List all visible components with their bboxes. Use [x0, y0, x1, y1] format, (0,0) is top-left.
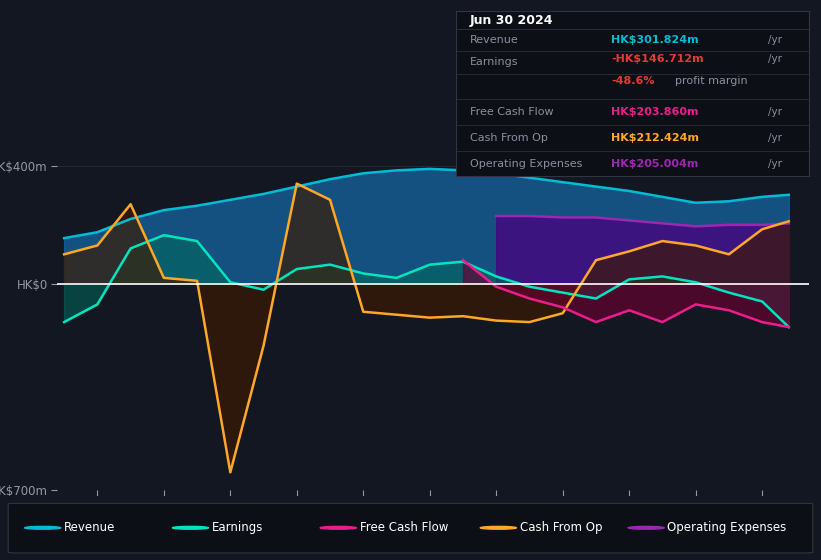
Circle shape — [320, 526, 356, 529]
Text: /yr: /yr — [768, 158, 782, 169]
Text: HK$212.424m: HK$212.424m — [611, 133, 699, 143]
Text: /yr: /yr — [768, 35, 782, 45]
Circle shape — [628, 526, 664, 529]
Text: -HK$146.712m: -HK$146.712m — [611, 54, 704, 64]
Circle shape — [480, 526, 516, 529]
Text: Cash From Op: Cash From Op — [470, 133, 548, 143]
Text: Earnings: Earnings — [470, 57, 518, 67]
Text: Earnings: Earnings — [212, 521, 264, 534]
Text: HK$205.004m: HK$205.004m — [611, 158, 699, 169]
Text: HK$301.824m: HK$301.824m — [611, 35, 699, 45]
Circle shape — [25, 526, 61, 529]
Text: Cash From Op: Cash From Op — [520, 521, 602, 534]
Text: Operating Expenses: Operating Expenses — [470, 158, 582, 169]
Circle shape — [172, 526, 209, 529]
Text: Jun 30 2024: Jun 30 2024 — [470, 14, 553, 27]
Text: Revenue: Revenue — [64, 521, 116, 534]
Text: /yr: /yr — [768, 54, 782, 64]
FancyBboxPatch shape — [8, 503, 813, 553]
Text: Free Cash Flow: Free Cash Flow — [470, 107, 553, 117]
Text: Operating Expenses: Operating Expenses — [667, 521, 787, 534]
Text: Free Cash Flow: Free Cash Flow — [360, 521, 448, 534]
Text: HK$203.860m: HK$203.860m — [611, 107, 699, 117]
Text: profit margin: profit margin — [675, 76, 747, 86]
Text: -48.6%: -48.6% — [611, 76, 654, 86]
Text: /yr: /yr — [768, 133, 782, 143]
Text: Revenue: Revenue — [470, 35, 519, 45]
Text: /yr: /yr — [768, 107, 782, 117]
